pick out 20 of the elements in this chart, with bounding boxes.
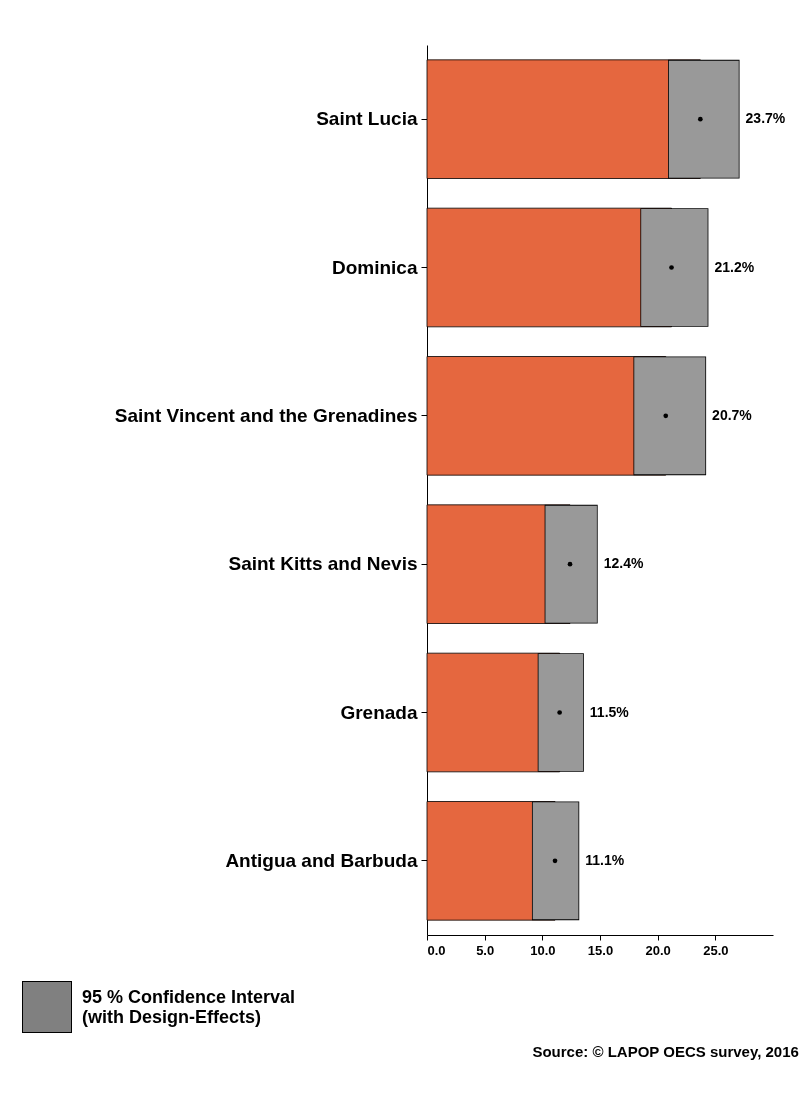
y-tick-label: Saint Vincent and the Grenadines: [114, 404, 418, 426]
x-tick-label: 25.0: [703, 942, 729, 958]
y-tick-label: Grenada: [340, 701, 418, 723]
y-tick-label: Saint Kitts and Nevis: [228, 553, 418, 575]
x-tick-label: 10.0: [530, 942, 556, 958]
text: 95 % Confidence Interval (with Design-Effects): [82, 987, 297, 1027]
data-label: 23.7%: [745, 110, 786, 127]
x-tick-label: 15.0: [587, 942, 614, 958]
x-tick-label: 5.0: [476, 942, 495, 958]
source-note: Source: © LAPOP OECS survey, 2016: [532, 1043, 799, 1060]
x-tick-label: 0.0: [427, 942, 446, 958]
y-tick-label: Dominica: [331, 256, 418, 278]
data-label: 11.5%: [589, 703, 630, 720]
data-label: 11.1%: [585, 851, 625, 868]
data-label: 21.2%: [714, 258, 755, 275]
y-tick-label: Antigua and Barbuda: [225, 849, 418, 871]
data-label: 20.7%: [712, 406, 753, 423]
x-tick-label: 20.0: [645, 942, 671, 958]
y-tick-label: Saint Lucia: [316, 108, 418, 130]
data-label: 12.4%: [603, 555, 644, 572]
